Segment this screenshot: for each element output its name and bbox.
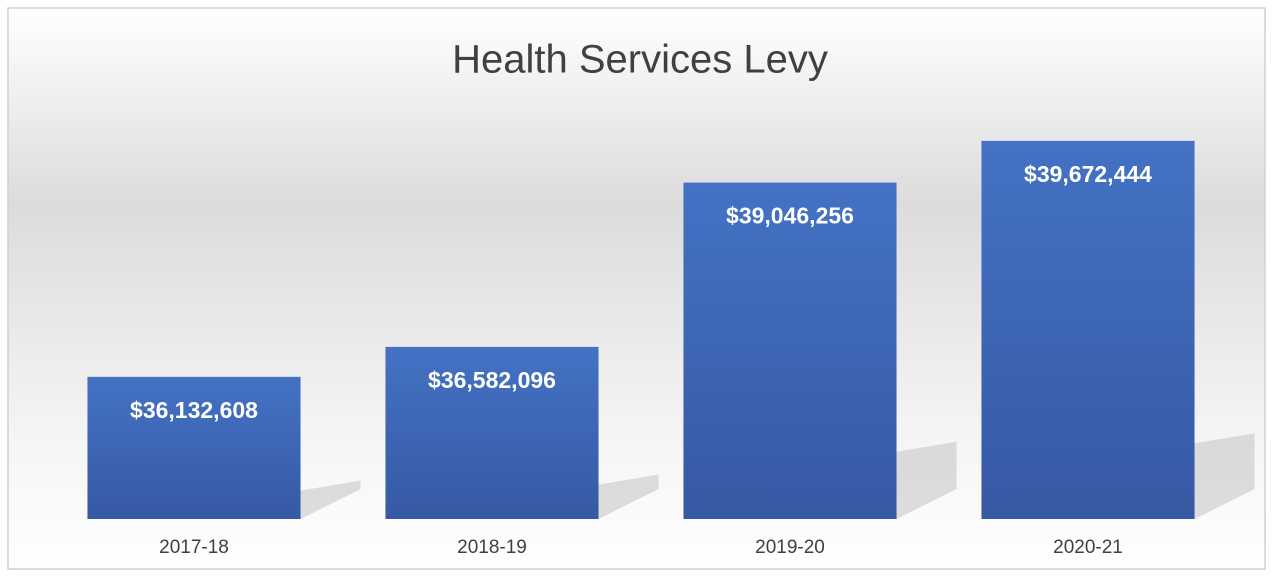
- bar: [683, 182, 897, 519]
- x-tick-label: 2018-19: [457, 537, 527, 558]
- bar-shadow: [598, 474, 659, 519]
- data-label: $39,046,256: [726, 203, 854, 229]
- bar-shadow: [1194, 433, 1255, 519]
- bar: [385, 346, 599, 519]
- data-label: $36,132,608: [130, 397, 258, 423]
- bar: [87, 376, 301, 519]
- data-label: $39,672,444: [1024, 161, 1152, 187]
- bar: [981, 140, 1195, 519]
- chart-title: Health Services Levy: [452, 38, 828, 82]
- data-label: $36,582,096: [428, 367, 556, 393]
- bar-shadow: [300, 480, 361, 519]
- x-tick-label: 2019-20: [755, 537, 825, 558]
- bar-shadow: [896, 441, 957, 519]
- x-tick-label: 2017-18: [159, 537, 229, 558]
- x-tick-label: 2020-21: [1053, 537, 1123, 558]
